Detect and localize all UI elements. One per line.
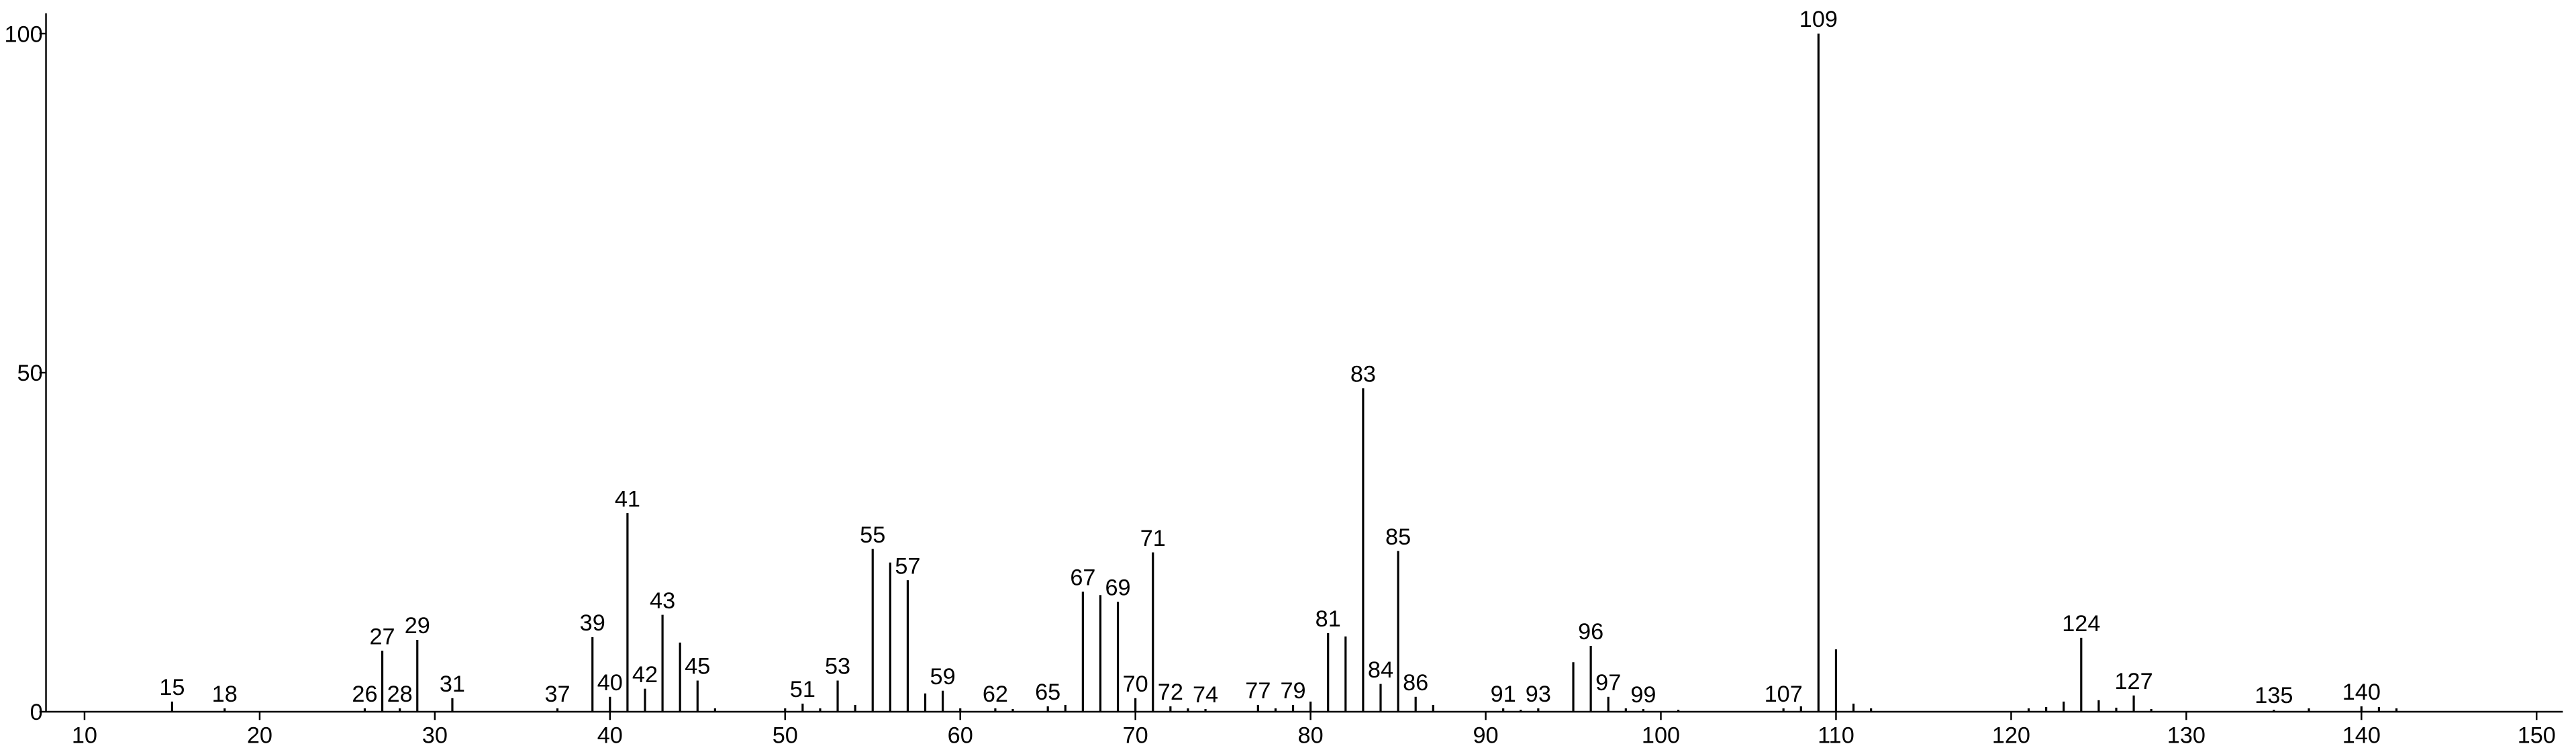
x-tick-label: 50 [773, 723, 798, 748]
x-tick-label: 130 [2167, 723, 2206, 748]
peak-label: 55 [860, 522, 885, 548]
peak-label: 135 [2255, 683, 2293, 708]
peak-label: 91 [1491, 682, 1516, 707]
x-tick-label: 100 [1642, 723, 1680, 748]
peak-label: 29 [405, 613, 430, 639]
peak-label: 27 [370, 624, 395, 649]
peak-label: 45 [685, 654, 710, 680]
peak-label: 81 [1316, 606, 1341, 632]
peak-label: 31 [440, 671, 465, 697]
peak-label: 72 [1158, 680, 1183, 705]
x-tick-label: 40 [597, 723, 623, 748]
x-tick-label: 30 [422, 723, 448, 748]
peak-label: 107 [1765, 682, 1803, 707]
x-tick-label: 20 [247, 723, 273, 748]
peak-label: 41 [615, 486, 640, 512]
peak-label: 59 [930, 664, 956, 690]
peak-label: 65 [1035, 680, 1060, 705]
peak-label: 79 [1280, 678, 1305, 704]
peak-label: 28 [387, 682, 413, 707]
peak-label: 84 [1368, 657, 1393, 683]
peak-label: 93 [1526, 682, 1551, 707]
peak-label: 97 [1595, 670, 1621, 696]
x-tick-label: 80 [1298, 723, 1324, 748]
peak-label: 140 [2342, 680, 2381, 705]
peak-label: 83 [1350, 361, 1376, 387]
x-tick-label: 10 [72, 723, 97, 748]
peak-label: 37 [544, 682, 570, 707]
peak-label: 96 [1578, 619, 1603, 645]
peak-label: 51 [790, 677, 815, 702]
peak-label: 99 [1630, 682, 1656, 708]
peak-label: 42 [632, 662, 658, 688]
peak-label: 71 [1140, 526, 1166, 551]
peak-label: 18 [212, 682, 238, 707]
peak-label: 127 [2115, 669, 2153, 694]
peak-label: 77 [1245, 678, 1271, 704]
peak-label: 40 [597, 670, 623, 696]
peak-label: 39 [580, 610, 605, 636]
x-tick-label: 120 [1992, 723, 2030, 748]
peak-label: 109 [1799, 7, 1838, 32]
peak-label: 53 [825, 654, 850, 680]
x-tick-label: 140 [2342, 723, 2381, 748]
peak-label: 69 [1105, 575, 1131, 601]
x-tick-label: 70 [1123, 723, 1148, 748]
y-tick-label: 50 [17, 361, 43, 386]
x-tick-label: 90 [1473, 723, 1499, 748]
peak-label: 124 [2062, 611, 2100, 637]
x-tick-label: 150 [2518, 723, 2556, 748]
peak-label: 67 [1070, 565, 1095, 590]
peak-label: 15 [159, 675, 185, 700]
peak-label: 26 [352, 682, 377, 707]
x-tick-label: 110 [1818, 723, 1854, 748]
peak-label: 86 [1403, 670, 1428, 696]
peak-label: 62 [983, 682, 1008, 707]
peak-label: 70 [1123, 671, 1148, 697]
peak-label: 57 [895, 553, 920, 579]
peak-label: 74 [1193, 682, 1218, 708]
peak-label: 43 [650, 588, 675, 614]
y-tick-label: 100 [4, 21, 42, 47]
y-tick-label: 0 [30, 700, 43, 725]
x-tick-label: 60 [948, 723, 973, 748]
peak-label: 85 [1385, 524, 1411, 550]
